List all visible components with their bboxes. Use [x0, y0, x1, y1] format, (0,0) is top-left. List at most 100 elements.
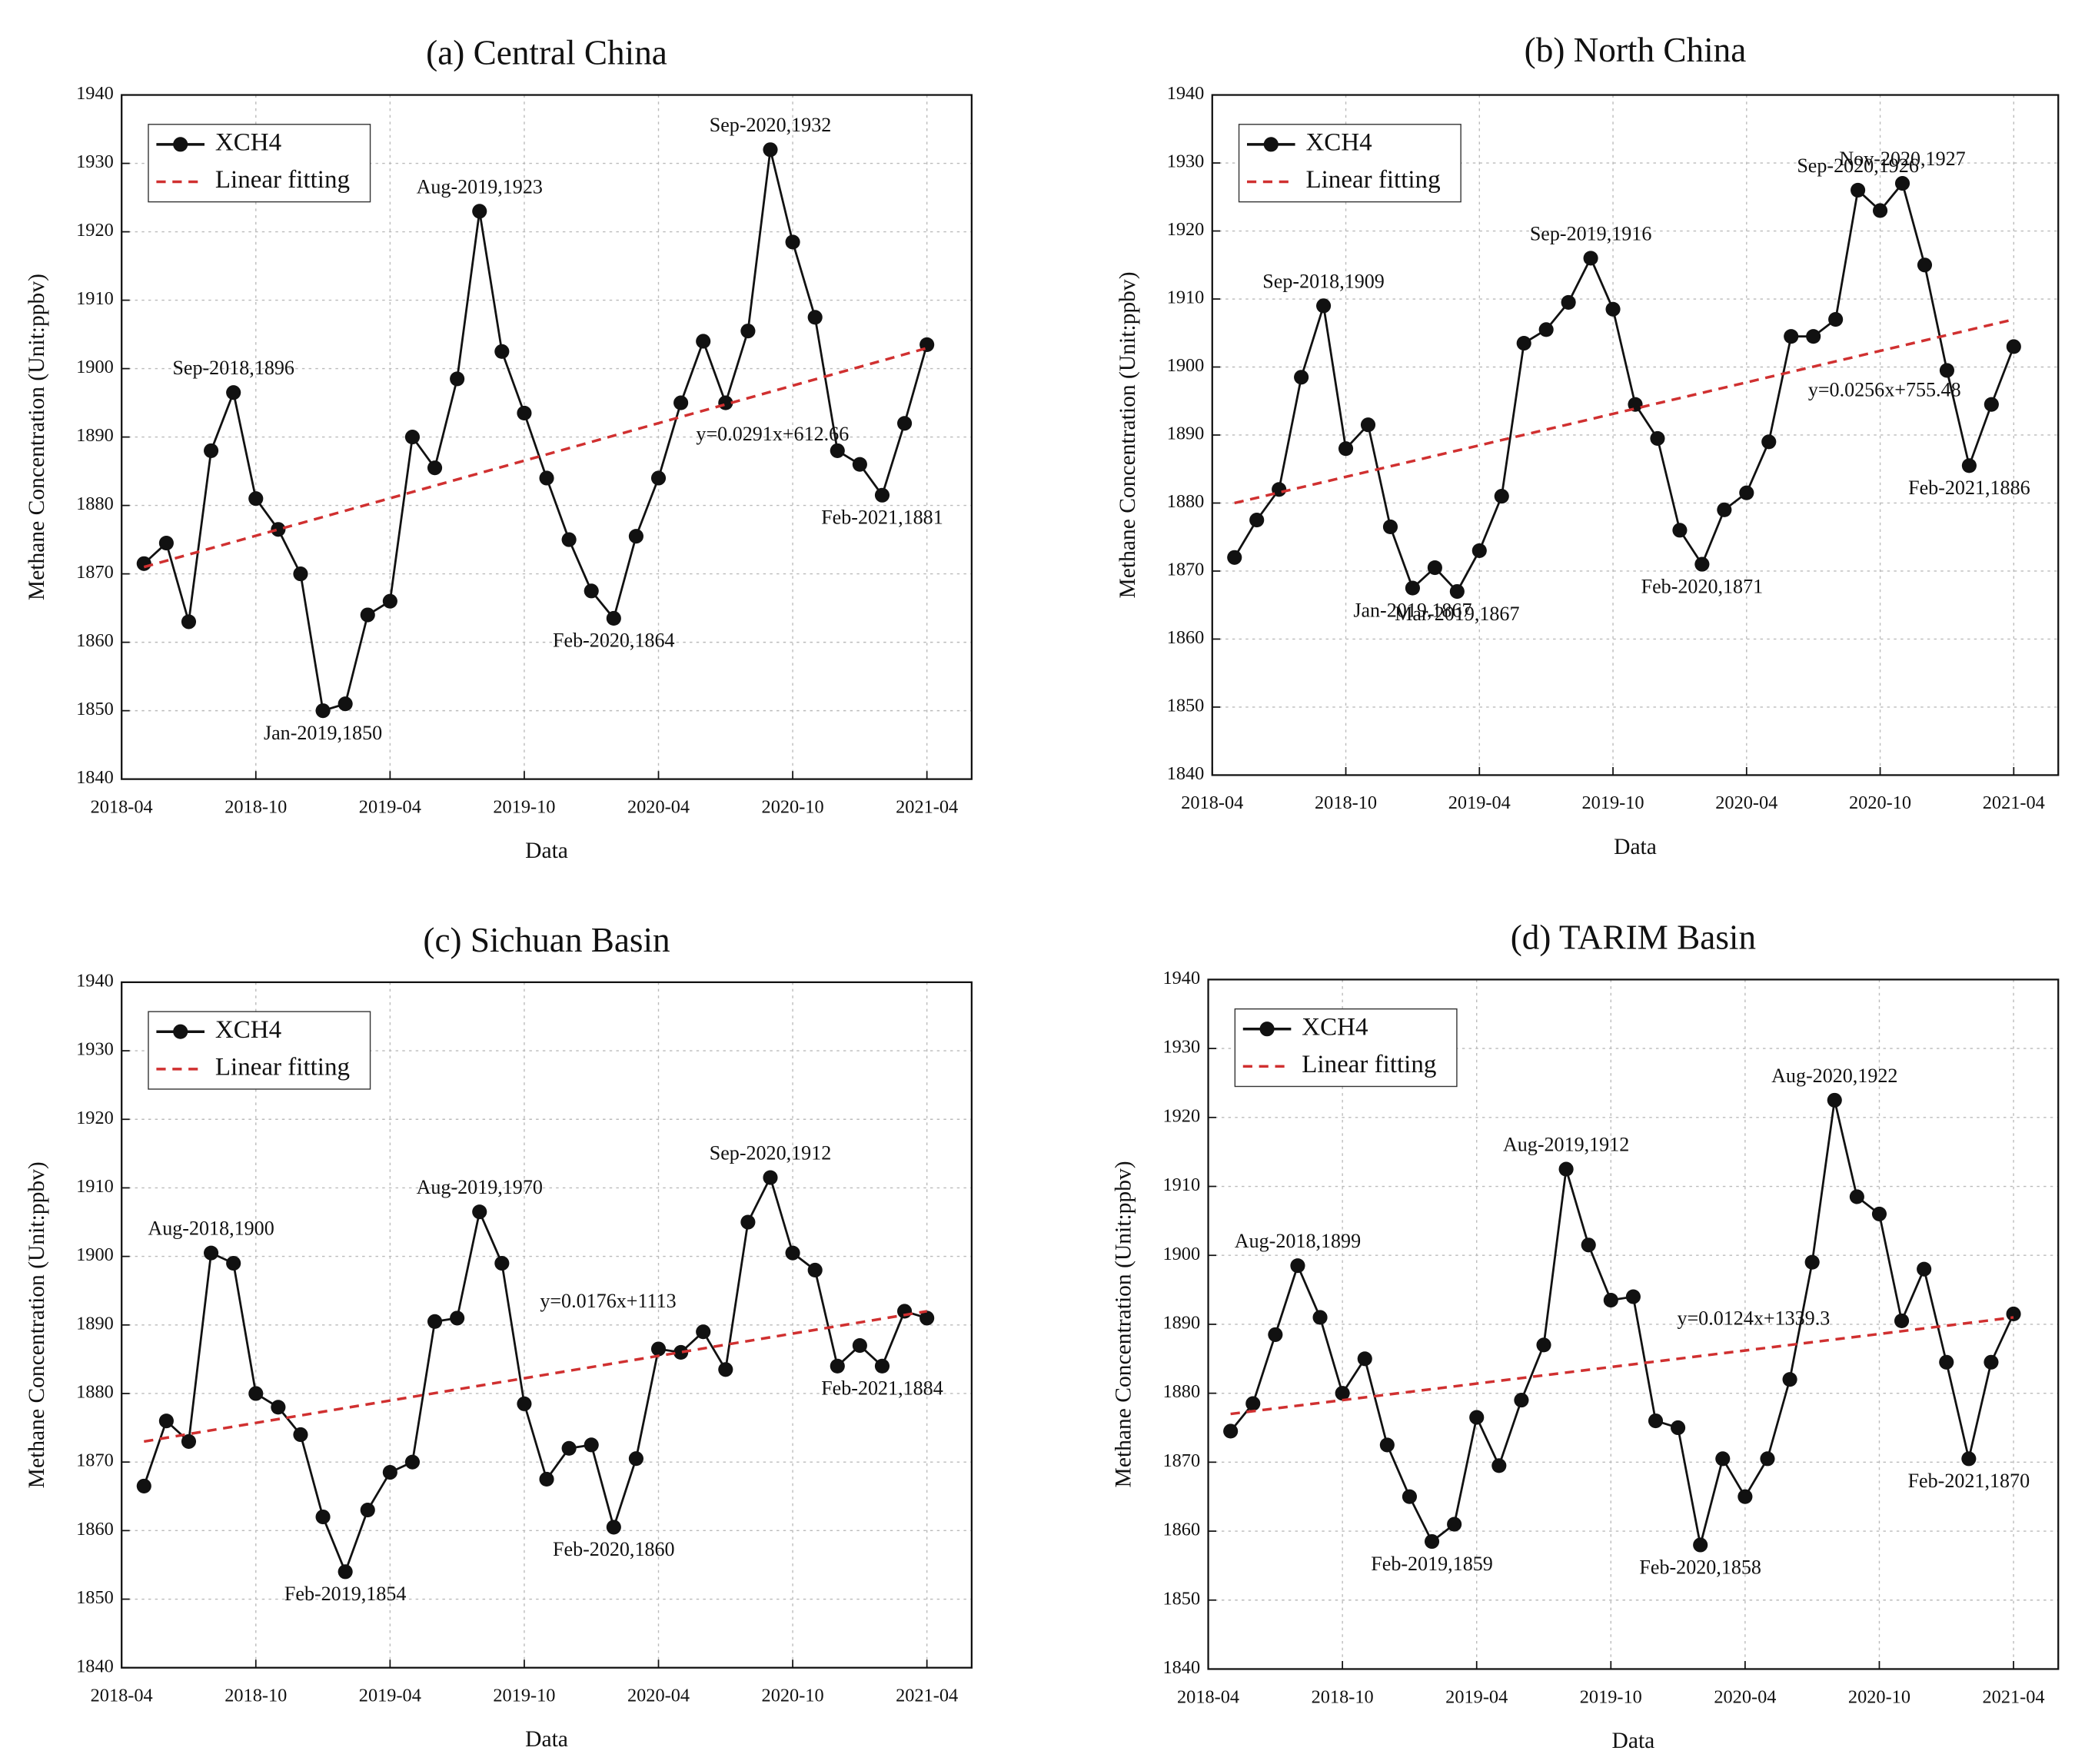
- equation: y=0.0176x+1113: [540, 1290, 676, 1312]
- data-point: [360, 1503, 375, 1518]
- data-point: [315, 703, 331, 719]
- data-point: [561, 532, 577, 547]
- annotation: Feb-2019,1854: [284, 1583, 407, 1605]
- y-tick-label: 1850: [76, 699, 114, 719]
- plot-frame: [1207, 978, 2060, 1670]
- data-point: [450, 371, 465, 387]
- annotation: Sep-2020,1926: [1797, 154, 1919, 177]
- data-point: [427, 460, 443, 476]
- data-point: [740, 324, 756, 339]
- data-point: [897, 1304, 913, 1319]
- x-tick-label: 2021-04: [1983, 792, 2045, 813]
- data-point: [181, 1433, 197, 1449]
- x-tick-label: 2020-10: [762, 1686, 824, 1706]
- data-point: [830, 1358, 845, 1374]
- data-point: [1806, 329, 1821, 344]
- legend-box: [148, 124, 371, 203]
- y-axis-label: Methane Concentration (Unit:ppbv): [1112, 1161, 1136, 1487]
- data-point: [1872, 203, 1888, 218]
- x-tick-label: 2019-04: [1448, 792, 1511, 813]
- data-point: [404, 1454, 421, 1470]
- data-point: [1784, 329, 1799, 344]
- legend-label: Linear fitting: [1305, 166, 1440, 194]
- data-point: [1849, 1189, 1864, 1204]
- data-point: [1648, 1413, 1664, 1429]
- x-tick-label: 2021-04: [1982, 1686, 2044, 1707]
- x-tick-label: 2018-10: [1315, 792, 1377, 813]
- data-point: [718, 395, 733, 410]
- data-point: [852, 1337, 867, 1354]
- y-tick-label: 1930: [76, 151, 114, 172]
- y-tick-label: 1920: [76, 1108, 114, 1128]
- annotation: Sep-2018,1896: [172, 357, 294, 379]
- data-point: [494, 1255, 510, 1271]
- data-point: [360, 607, 375, 623]
- data-point: [1402, 1489, 1417, 1504]
- data-point: [807, 1262, 823, 1278]
- data-point: [1717, 502, 1732, 517]
- x-tick-label: 2018-04: [1181, 792, 1243, 813]
- annotation: Feb-2021,1870: [1908, 1470, 2030, 1492]
- data-point: [1536, 1337, 1551, 1353]
- y-tick-label: 1860: [76, 630, 114, 651]
- data-point: [785, 1245, 800, 1261]
- data-point: [740, 1214, 756, 1230]
- data-point: [226, 385, 241, 400]
- x-tick-label: 2020-04: [627, 1686, 690, 1706]
- y-tick-label: 1870: [1167, 560, 1205, 580]
- x-tick-label: 2020-04: [1714, 1686, 1776, 1707]
- y-tick-label: 1890: [76, 425, 114, 446]
- y-tick-label: 1940: [76, 83, 114, 104]
- equation: y=0.0291x+612.66: [696, 423, 849, 445]
- data-point: [606, 1520, 621, 1535]
- y-axis-label: Methane Concentration (Unit:ppbv): [25, 274, 49, 600]
- equation: y=0.0124x+1339.3: [1677, 1307, 1830, 1330]
- x-tick-label: 2020-10: [1849, 792, 1911, 813]
- data-point: [1961, 458, 1977, 473]
- data-point: [472, 1204, 487, 1220]
- data-point: [1603, 1292, 1618, 1308]
- y-tick-label: 1880: [1167, 491, 1205, 512]
- data-point: [248, 1386, 264, 1401]
- data-point: [1516, 335, 1531, 351]
- data-point: [1471, 543, 1487, 558]
- annotation: Feb-2021,1881: [821, 507, 943, 529]
- data-point: [315, 1509, 331, 1525]
- data-point: [472, 204, 487, 219]
- panel: (d) TARIM Basin 1840 1850 1860 1870 1880 1890 1…: [1112, 918, 2060, 1753]
- y-tick-label: 1920: [1167, 219, 1205, 240]
- x-tick-label: 2020-04: [627, 796, 690, 817]
- data-point: [1694, 556, 1710, 572]
- y-tick-label: 1900: [1162, 1244, 1200, 1264]
- legend-label: Linear fitting: [215, 166, 350, 194]
- data-point: [897, 416, 913, 431]
- data-point: [1449, 583, 1465, 600]
- data-point: [1268, 1327, 1283, 1342]
- y-tick-label: 1900: [76, 357, 114, 377]
- data-point: [785, 234, 800, 250]
- x-tick-label: 2019-04: [359, 1686, 421, 1706]
- x-tick-label: 2021-04: [896, 1686, 958, 1706]
- y-tick-label: 1910: [1167, 287, 1205, 308]
- y-tick-label: 1910: [76, 1176, 114, 1197]
- data-point: [696, 1324, 711, 1340]
- data-point: [561, 1440, 577, 1456]
- annotation: Aug-2019,1923: [417, 175, 543, 198]
- annotation: Sep-2019,1916: [1530, 222, 1652, 244]
- legend-marker: [1263, 137, 1279, 152]
- annotation: Sep-2018,1909: [1262, 270, 1385, 292]
- data-point: [293, 566, 308, 582]
- data-point: [1625, 1289, 1641, 1304]
- data-point: [1605, 301, 1621, 317]
- data-point: [181, 614, 197, 630]
- data-point: [1491, 1458, 1507, 1473]
- chart-title: (c) Sichuan Basin: [423, 921, 670, 959]
- x-tick-label: 2020-10: [1848, 1686, 1910, 1707]
- data-point: [204, 1245, 219, 1261]
- data-point: [763, 142, 778, 158]
- data-point: [1939, 1354, 1954, 1370]
- data-point: [1561, 294, 1576, 310]
- data-point: [1312, 1310, 1328, 1325]
- fit-line: [1234, 317, 2014, 505]
